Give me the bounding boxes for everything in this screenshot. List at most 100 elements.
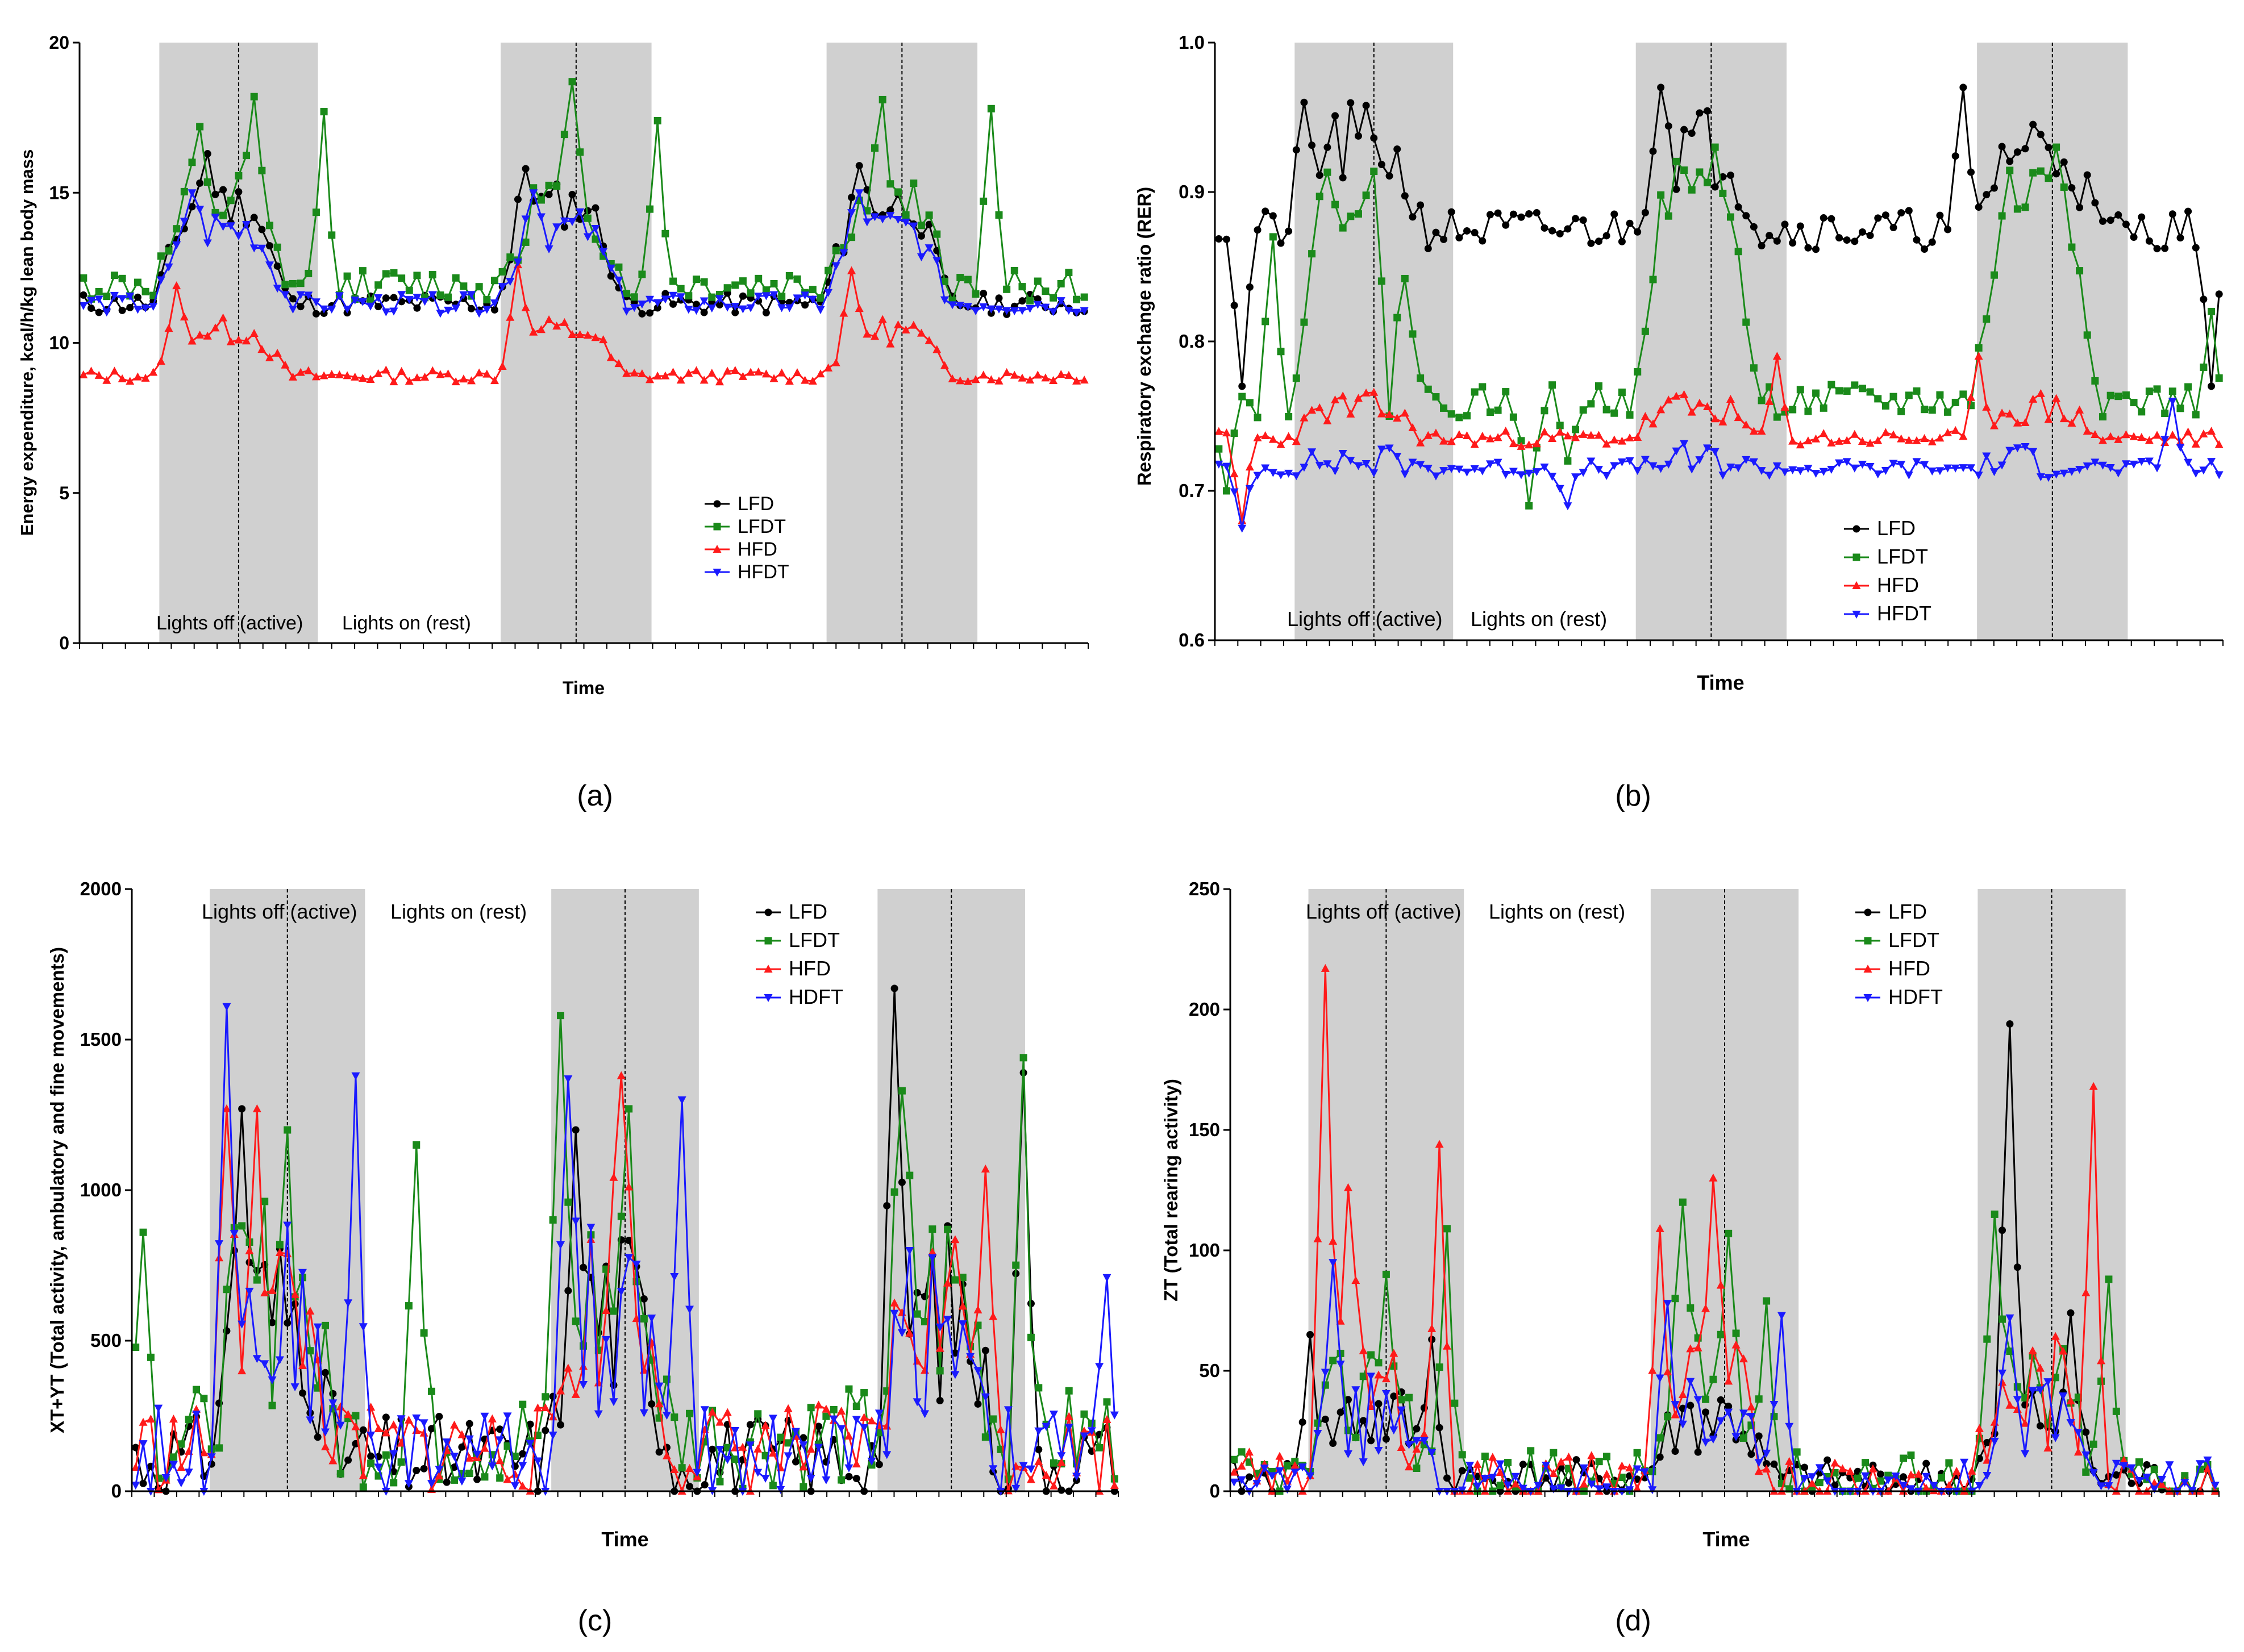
point-HFDT: [1532, 468, 1541, 477]
point-LFDT: [1463, 412, 1471, 420]
point-HFD: [327, 370, 336, 378]
point-HDFT: [2035, 1386, 2045, 1395]
point-HFD: [2029, 394, 2038, 403]
point-LFDT: [832, 247, 840, 255]
point-LFD: [653, 304, 661, 312]
series-line-HDFT: [135, 1006, 1115, 1492]
point-HDFT: [1343, 1450, 1352, 1458]
point-HDFT: [1511, 1472, 1520, 1481]
point-HFD: [816, 369, 825, 378]
point-LFDT: [549, 1216, 557, 1224]
point-LFD: [1370, 134, 1378, 142]
point-HFDT: [591, 224, 600, 233]
point-HFD: [785, 377, 794, 385]
point-HFD: [994, 376, 1004, 385]
point-HFD: [1276, 440, 1285, 448]
point-LFDT: [1550, 1449, 1558, 1457]
point-HFDT: [1703, 444, 1712, 453]
point-LFD: [1711, 183, 1719, 191]
point-HFDT: [513, 258, 522, 267]
point-LFDT: [755, 274, 763, 282]
point-HDFT: [1633, 1465, 1642, 1474]
point-HFDT: [343, 306, 352, 314]
point-HFDT: [669, 291, 678, 300]
point-LFDT: [284, 1126, 292, 1134]
point-HFD: [1897, 434, 1906, 443]
point-HFD: [1408, 423, 1417, 431]
point-HDFT: [1739, 1409, 1748, 1418]
point-HFDT: [1049, 308, 1058, 316]
point-LFDT: [374, 281, 382, 289]
point-HFDT: [2029, 448, 2038, 456]
point-HFD: [932, 345, 942, 353]
point-HFDT: [327, 305, 336, 314]
point-HFD: [692, 366, 701, 374]
point-LFDT: [1711, 143, 1719, 151]
point-HFD: [1331, 395, 1340, 403]
point-HFD: [1571, 433, 1580, 441]
point-HDFT: [670, 1273, 679, 1282]
point-LFDT: [1238, 1448, 1246, 1456]
point-LFD: [2168, 210, 2176, 218]
point-HFDT: [1757, 467, 1766, 475]
point-LFD: [1432, 228, 1440, 236]
point-LFD: [545, 190, 553, 198]
point-HFD: [273, 348, 282, 357]
point-HFD: [1377, 409, 1386, 418]
point-HDFT: [602, 1336, 611, 1344]
point-LFDT: [747, 289, 755, 297]
point-HFDT: [536, 213, 546, 222]
point-LFD: [1443, 1474, 1451, 1482]
point-LFDT: [1739, 1434, 1747, 1442]
point-HFDT: [1742, 456, 1751, 464]
point-HFD: [839, 308, 848, 317]
point-LFDT: [1103, 1398, 1111, 1406]
point-HFDT: [816, 306, 825, 315]
point-HFD: [948, 374, 957, 382]
point-HFD: [343, 371, 352, 379]
point-HDFT: [404, 1480, 413, 1488]
point-HFD: [2036, 389, 2045, 397]
point-HFD: [1602, 1470, 1612, 1478]
point-HFD: [1485, 434, 1494, 443]
point-LFD: [1323, 143, 1331, 151]
point-HDFT: [1095, 1363, 1104, 1371]
point-LFD: [1382, 1435, 1390, 1443]
point-HFD: [986, 375, 996, 383]
point-HFD: [1389, 1349, 1398, 1357]
point-LFDT: [1401, 274, 1409, 282]
point-LFD: [890, 984, 898, 992]
point-LFD: [1321, 1415, 1329, 1423]
point-LFDT: [1230, 1455, 1238, 1463]
point-HFD: [421, 373, 430, 381]
point-HFD: [344, 1409, 353, 1418]
point-LFD: [367, 1452, 375, 1460]
point-LFD: [564, 1287, 572, 1295]
point-LFDT: [1003, 285, 1011, 293]
point-LFDT: [185, 1416, 193, 1424]
point-HFD: [133, 372, 142, 381]
point-LFD: [692, 301, 700, 308]
point-LFDT: [1866, 388, 1874, 396]
point-HDFT: [1655, 1374, 1664, 1383]
point-HDFT: [465, 1435, 474, 1444]
point-HFDT: [940, 296, 949, 304]
point-HFD: [564, 1363, 573, 1372]
point-HFD: [708, 1407, 717, 1416]
point-HDFT: [1313, 1430, 1322, 1438]
point-HFD: [1323, 416, 1332, 424]
point-LFDT: [420, 1329, 428, 1337]
point-LFDT: [2097, 1377, 2105, 1385]
point-HFD: [222, 1104, 231, 1112]
point-HDFT: [1990, 1437, 1999, 1446]
point-HFDT: [560, 217, 569, 226]
point-HFDT: [2075, 466, 2084, 474]
point-HFD: [606, 353, 615, 361]
point-LFDT: [1680, 166, 1688, 174]
point-HDFT: [1011, 1484, 1021, 1493]
point-HFD: [1718, 417, 1727, 425]
legend-swatch-marker: [1852, 525, 1860, 533]
point-LFDT: [1755, 1395, 1763, 1403]
point-LFD: [1269, 212, 1277, 220]
point-HDFT: [336, 1421, 345, 1430]
